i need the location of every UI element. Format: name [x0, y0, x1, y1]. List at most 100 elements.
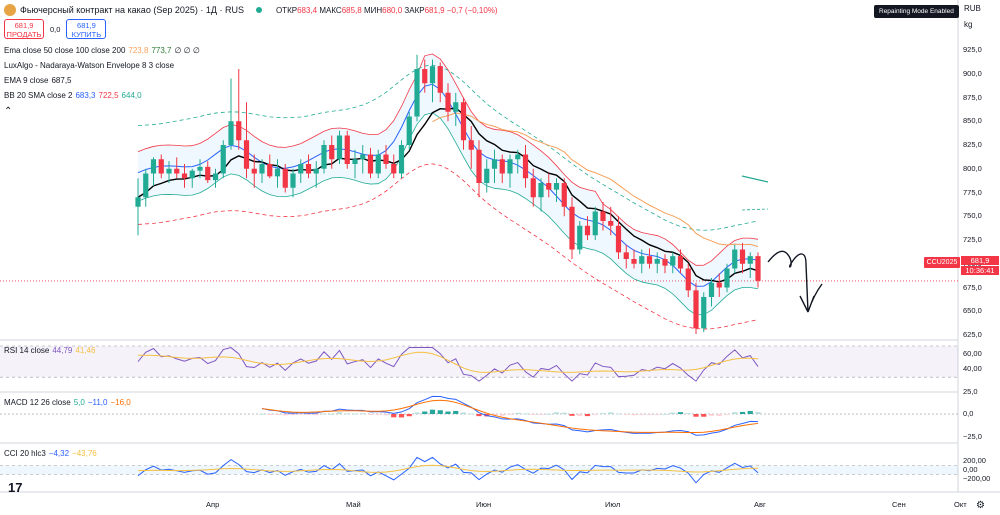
last-price-tag: 681,9 [961, 256, 999, 265]
macd-histogram-bar [693, 414, 699, 417]
macd-histogram-bar [639, 414, 645, 415]
time-tick-label: Июн [476, 500, 492, 509]
candle-body [639, 256, 645, 264]
macd-histogram-bar [476, 414, 482, 417]
collapse-indicators-icon[interactable]: ⌃ [4, 106, 13, 117]
buy-button[interactable]: 681,9 КУПИТЬ [66, 19, 107, 39]
macd-histogram-bar [267, 414, 273, 415]
time-tick-label: Июл [605, 500, 621, 509]
macd-histogram-bar [755, 412, 761, 414]
candle-body [290, 173, 296, 188]
candle-body [685, 268, 691, 291]
price-tick-label: 875,0 [963, 92, 982, 102]
candle-body [228, 121, 234, 145]
macd-legend[interactable]: MACD 12 26 close 5,0 −11,0 −16,0 [4, 398, 131, 407]
candle-body [360, 154, 366, 160]
macd-histogram-bar [468, 413, 474, 415]
time-tick-label: Май [346, 500, 361, 509]
symbol-header: Фьючерсный контракт на какао (Sep 2025) … [4, 4, 498, 16]
envelope-upper-line [137, 64, 759, 231]
macd-histogram-bar [654, 414, 660, 415]
currency-label[interactable]: RUB [964, 4, 981, 13]
candle-body [522, 154, 529, 179]
macd-histogram-bar [747, 411, 753, 414]
candle-body [484, 168, 490, 183]
macd-histogram-bar [507, 414, 513, 415]
candle-body [274, 168, 281, 177]
hand-drawn-arrow [767, 250, 823, 313]
macd-histogram-bar [592, 414, 598, 415]
candle-body [375, 154, 381, 174]
candle-body [437, 66, 443, 93]
candle-body [553, 183, 560, 190]
settings-gear-icon[interactable]: ⚙ [976, 500, 985, 511]
candle-body [352, 159, 358, 164]
rsi-ma-line [137, 351, 759, 373]
candle-body [732, 249, 738, 269]
macd-histogram-bar [344, 413, 350, 415]
macd-histogram-bar [360, 413, 366, 415]
macd-histogram-bar [429, 409, 436, 414]
macd-histogram-bar [391, 414, 397, 418]
macd-histogram-bar [569, 414, 575, 416]
candle-body [391, 164, 397, 174]
macd-histogram-bar [414, 412, 420, 414]
price-tick-label: 900,0 [963, 68, 982, 78]
indicator-luxalgo[interactable]: LuxAlgo - Nadaraya-Watson Envelope 8 3 c… [4, 61, 175, 70]
macd-histogram-bar [577, 414, 583, 416]
indicator-ema9[interactable]: EMA 9 close 687,5 [4, 76, 72, 85]
macd-histogram-bar [274, 414, 281, 415]
candle-body [259, 164, 265, 174]
rsi-tick-label: 60,00 [963, 348, 982, 358]
candle-body [321, 145, 327, 169]
candle-body [460, 102, 467, 141]
cci-ma-line [137, 464, 759, 473]
candle-body [406, 116, 412, 145]
macd-histogram-bar [608, 412, 614, 414]
ohlc-values: ОТКР683,4 МАКС685,8 МИН680,0 ЗАКР681,9 −… [275, 5, 498, 15]
candle-body [367, 154, 374, 174]
candle-body [313, 168, 319, 174]
macd-tick-label: −25,0 [963, 431, 982, 441]
candle-body [344, 135, 350, 164]
candle-body [336, 135, 343, 160]
candle-body [561, 183, 567, 207]
cci-band [0, 465, 958, 475]
candle-body [212, 173, 219, 181]
candle-body [515, 154, 521, 160]
indicator-bollinger[interactable]: BB 20 SMA close 2 683,3 722,5 644,0 [4, 91, 142, 100]
macd-histogram-bar [491, 414, 498, 416]
envelope-lower-line [137, 163, 759, 330]
candle-body [445, 92, 451, 112]
candle-body [150, 159, 157, 174]
sell-button[interactable]: 681,9 ПРОДАТЬ [4, 19, 44, 39]
macd-histogram-bar [732, 412, 738, 414]
macd-histogram-bar [685, 413, 691, 414]
candle-body [577, 225, 583, 250]
candle-body [538, 183, 544, 198]
candle-body [422, 69, 428, 84]
macd-histogram-bar [701, 414, 707, 417]
macd-histogram-bar [445, 411, 451, 414]
candle-body [267, 164, 273, 177]
symbol-title[interactable]: Фьючерсный контракт на какао (Sep 2025) … [20, 5, 244, 15]
tradingview-logo-icon[interactable]: 17 [8, 480, 23, 495]
cocoa-logo-icon [4, 4, 16, 16]
rsi-legend[interactable]: RSI 14 close 44,79 41,46 [4, 346, 96, 355]
macd-histogram-bar [739, 411, 746, 414]
unit-label[interactable]: kg [964, 20, 973, 29]
time-tick-label: Окт [954, 500, 967, 509]
macd-histogram-bar [530, 414, 536, 415]
cci-legend[interactable]: CCI 20 hlc3 −4,32 −43,76 [4, 449, 97, 458]
macd-histogram-bar [282, 414, 288, 416]
candle-body [197, 166, 203, 171]
macd-histogram-bar [298, 414, 304, 415]
indicator-ema-multi[interactable]: Ema close 50 close 100 close 200 723,8 773… [4, 46, 200, 55]
price-tick-label: 625,0 [963, 330, 982, 339]
candle-body [383, 154, 389, 164]
spread-value: 0,0 [50, 24, 61, 34]
macd-line [261, 395, 759, 436]
macd-histogram-bar [336, 412, 343, 414]
macd-histogram-bar [398, 414, 405, 418]
